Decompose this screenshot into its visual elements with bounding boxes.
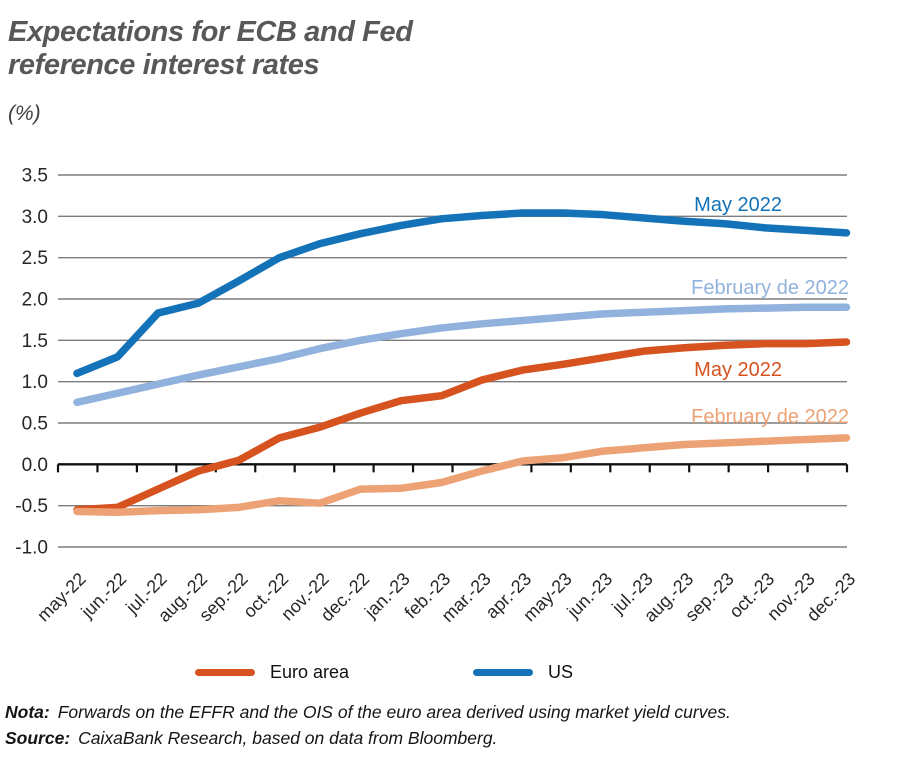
source-line: Source: CaixaBank Research, based on data…	[5, 725, 895, 751]
legend-label-euro-area: Euro area	[270, 661, 350, 682]
footnotes: Nota: Forwards on the EFFR and the OIS of…	[5, 699, 895, 752]
source-label: Source:	[5, 728, 71, 749]
y-tick-label: -0.5	[15, 496, 48, 517]
source-text: CaixaBank Research, based on data from B…	[78, 728, 498, 749]
line-chart: 3.53.02.52.01.51.00.50.0-0.5-1.0may-22ju…	[15, 166, 859, 627]
page-title-line2: reference interest rates	[8, 49, 320, 82]
y-tick-label: 0.0	[22, 455, 48, 476]
y-tick-label: 1.5	[22, 331, 48, 352]
euro-area-swatch-icon	[195, 668, 255, 676]
page-title-line1: Expectations for ECB and Fed	[8, 16, 413, 48]
y-tick-label: 1.0	[22, 372, 48, 393]
x-tick-label: jun.-23	[563, 569, 617, 623]
y-tick-label: 3.0	[22, 207, 48, 228]
series-line-1	[73, 303, 851, 407]
legend-item-euro-area: Euro area	[195, 659, 349, 685]
legend-label-us: US	[548, 661, 574, 682]
x-tick-label: may-22	[33, 569, 90, 626]
y-tick-label: 3.5	[22, 166, 48, 187]
series-line-0	[73, 209, 851, 378]
y-tick-label: 0.5	[22, 414, 48, 435]
series-annotation-1: February de 2022	[691, 277, 849, 299]
y-tick-label: 2.0	[22, 290, 48, 311]
note-line: Nota: Forwards on the EFFR and the OIS of…	[5, 699, 895, 725]
series-annotation-2: May 2022	[694, 359, 782, 381]
y-tick-label: -1.0	[15, 538, 48, 559]
legend: Euro area US	[0, 659, 900, 685]
series-annotation-0: May 2022	[694, 194, 782, 216]
note-label: Nota:	[5, 702, 50, 722]
x-tick-label: jun.-22	[77, 569, 131, 623]
series-line-2	[73, 338, 851, 514]
note-text: Forwards on the EFFR and the OIS of the …	[57, 702, 731, 722]
legend-item-us: US	[473, 659, 573, 685]
series-annotation-3: February de 2022	[691, 406, 849, 428]
y-tick-label: 2.5	[22, 248, 48, 269]
series-line-3	[73, 434, 851, 517]
page-title: Expectations for ECB and Fed reference in…	[8, 16, 413, 82]
us-swatch-icon	[473, 668, 533, 676]
axis-units-label: (%)	[8, 102, 41, 125]
chart-area: 3.5 3.0 2.5 2.0 1.5 1.0 0.5 0.0 -0.5 -1.0 may-22 ju…	[0, 150, 900, 655]
